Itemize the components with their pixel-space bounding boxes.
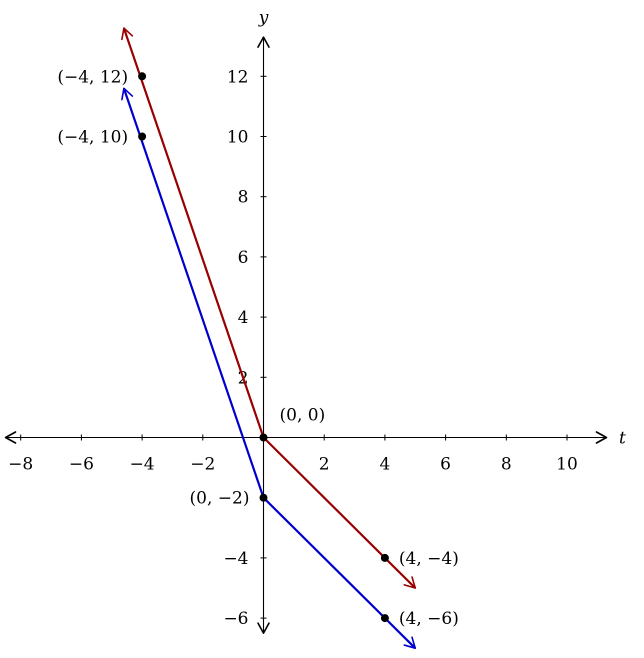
- point-label: (−4, 12): [57, 67, 128, 87]
- y-tick-label: 4: [238, 308, 249, 328]
- x-tick-label: 10: [556, 455, 578, 475]
- x-tick-label: −6: [69, 455, 94, 475]
- x-tick-label: −4: [130, 455, 155, 475]
- x-axis-label: t: [619, 429, 626, 449]
- x-tick-label: −8: [8, 455, 33, 475]
- point-label: (0, 0): [280, 406, 326, 426]
- point-label: (−4, 10): [57, 128, 128, 148]
- x-tick-label: 6: [440, 455, 451, 475]
- series-1-arrow-start: [121, 27, 134, 41]
- point-marker: [380, 614, 389, 623]
- y-tick-label: 6: [238, 248, 249, 268]
- point-marker: [259, 493, 268, 502]
- y-tick-label: −4: [223, 549, 248, 569]
- series-lines: [121, 27, 417, 649]
- y-tick-label: 8: [238, 188, 249, 208]
- point-marker: [380, 553, 389, 562]
- point-label: (0, −2): [190, 489, 250, 509]
- x-tick-label: 8: [501, 455, 512, 475]
- y-tick-label: −6: [223, 609, 248, 629]
- series-2-arrow-end: [403, 636, 417, 649]
- point-markers: (−4, 12) (−4, 10) (0, 0) (0, −2) (4, −4) (4, …: [57, 67, 459, 629]
- point-marker: [259, 433, 268, 442]
- x-tick-label: 2: [319, 455, 330, 475]
- x-axis-arrow-left: [4, 431, 17, 444]
- series-line-2: [122, 87, 417, 649]
- point-marker: [138, 72, 147, 81]
- point-label: (4, −4): [399, 549, 459, 569]
- point-label: (4, −6): [399, 609, 459, 629]
- x-axis-arrow-right: [595, 431, 608, 444]
- y-axis-arrow-bottom: [257, 622, 270, 634]
- y-axis-label: y: [258, 8, 269, 28]
- point-marker: [138, 132, 147, 141]
- y-tick-label: 10: [227, 128, 249, 148]
- x-tick-label: 4: [379, 455, 390, 475]
- y-tick-label: 12: [227, 67, 249, 87]
- series-1-arrow-end: [403, 576, 417, 589]
- y-axis-arrow-top: [257, 36, 270, 48]
- series-2-arrow-start: [121, 87, 134, 101]
- x-tick-label: −2: [190, 455, 215, 475]
